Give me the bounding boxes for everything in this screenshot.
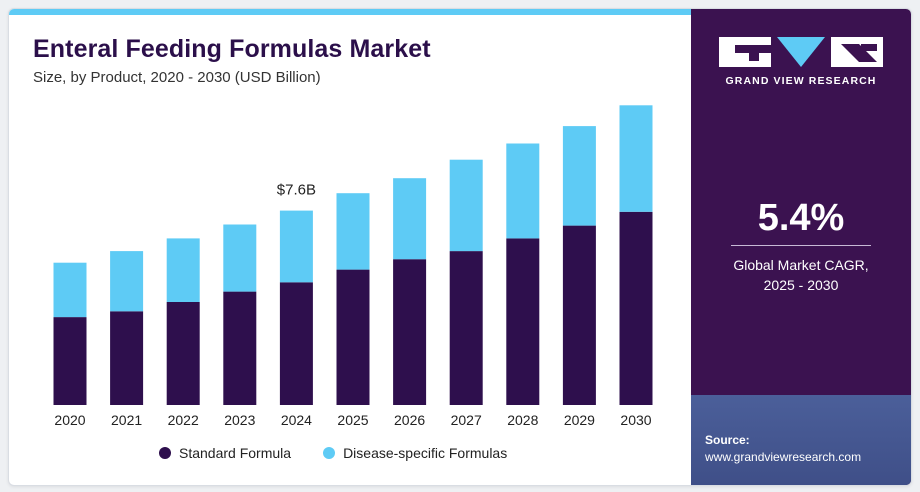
bar-disease-2021 (110, 251, 144, 312)
cagr-label: Global Market CAGR, 2025 - 2030 (691, 255, 911, 295)
cagr-value: 5.4% (757, 197, 845, 239)
bar-standard-2022 (166, 302, 200, 405)
legend-item-disease-specific: Disease-specific Formulas (323, 445, 507, 461)
bar-standard-2025 (336, 269, 370, 405)
legend-swatch-disease (323, 447, 336, 459)
bar-disease-2029 (562, 126, 596, 226)
bar-disease-2025 (336, 193, 370, 270)
bar-disease-2030 (619, 105, 653, 212)
bar-disease-2023 (223, 224, 257, 292)
legend-label-standard: Standard Formula (179, 445, 292, 461)
infographic-card: Enteral Feeding Formulas Market Size, by… (8, 8, 912, 486)
bar-standard-2030 (619, 211, 653, 405)
x-tick-label-2023: 2023 (224, 412, 255, 428)
chart-title: Enteral Feeding Formulas Market (33, 35, 431, 63)
bar-disease-2024 (279, 210, 313, 283)
cagr-label-line1: Global Market CAGR, (733, 257, 869, 273)
data-label-2024: $7.6B (277, 182, 316, 199)
x-tick-label-2026: 2026 (394, 412, 425, 428)
cagr-label-line2: 2025 - 2030 (763, 277, 839, 293)
x-tick-label-2025: 2025 (337, 412, 368, 428)
x-tick-label-2029: 2029 (564, 412, 595, 428)
bar-standard-2020 (53, 317, 87, 405)
bar-disease-2022 (166, 238, 200, 302)
bar-standard-2027 (449, 251, 483, 405)
x-tick-label-2022: 2022 (168, 412, 199, 428)
legend-item-standard-formula: Standard Formula (159, 445, 291, 461)
source-url[interactable]: www.grandviewresearch.com (705, 450, 862, 464)
bar-disease-2027 (449, 159, 483, 252)
legend-label-disease: Disease-specific Formulas (343, 445, 508, 461)
stacked-bar-chart: 2020 2021 2022 2023 $7.6B 2024 2025 2026 2027 202… (53, 105, 653, 428)
bar-standard-2026 (393, 259, 427, 405)
brand-logo-icon (719, 37, 883, 67)
sidebar-panel: GRAND VIEW RESEARCH 5.4% Global Market C… (691, 9, 911, 485)
bar-standard-2021 (110, 311, 144, 405)
bar-disease-2020 (53, 262, 87, 318)
bar-standard-2023 (223, 291, 257, 405)
x-tick-label-2027: 2027 (451, 412, 482, 428)
x-tick-label-2028: 2028 (507, 412, 538, 428)
chart-panel: Enteral Feeding Formulas Market Size, by… (9, 9, 691, 485)
legend-swatch-standard (159, 447, 171, 459)
x-tick-label-2030: 2030 (620, 412, 651, 428)
x-tick-label-2024: 2024 (281, 412, 312, 428)
stat-divider (731, 245, 871, 246)
bar-disease-2028 (506, 143, 540, 239)
bar-standard-2028 (506, 238, 540, 405)
top-accent-bar (9, 9, 691, 15)
bar-standard-2024 (279, 282, 313, 405)
sidebar-source-band (691, 395, 911, 485)
source-title: Source: (705, 433, 750, 447)
legend: Standard Formula Disease-specific Formul… (159, 445, 507, 461)
chart-subtitle: Size, by Product, 2020 - 2030 (USD Billi… (33, 69, 321, 86)
bar-standard-2029 (562, 225, 596, 405)
x-tick-label-2020: 2020 (54, 412, 85, 428)
brand-name: GRAND VIEW RESEARCH (725, 75, 877, 87)
x-tick-label-2021: 2021 (111, 412, 142, 428)
bar-disease-2026 (393, 178, 427, 260)
